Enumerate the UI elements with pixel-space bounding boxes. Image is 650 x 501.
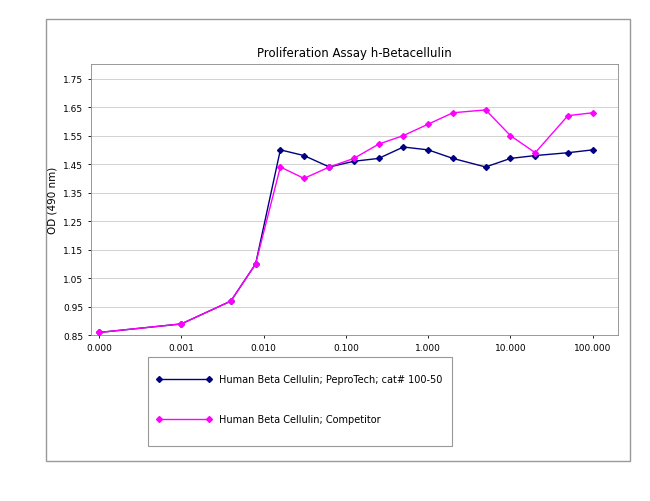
Text: Human Beta Cellulin; PeproTech; cat# 100-50: Human Beta Cellulin; PeproTech; cat# 100… (220, 374, 443, 384)
Human Beta Cellulin; Competitor (350, 156, 358, 162)
Human Beta Cellulin; PeproTech; cat# 100-50 (564, 150, 572, 156)
Human Beta Cellulin; Competitor (227, 299, 235, 305)
Human Beta Cellulin; PeproTech; cat# 100-50 (177, 321, 185, 327)
Human Beta Cellulin; Competitor (400, 133, 408, 139)
X-axis label: h-Betacellulin (ng/ml) [log scale]: h-Betacellulin (ng/ml) [log scale] (269, 358, 439, 368)
Human Beta Cellulin; Competitor (300, 176, 308, 182)
Human Beta Cellulin; PeproTech; cat# 100-50 (276, 148, 284, 154)
Y-axis label: OD (490 nm): OD (490 nm) (47, 167, 58, 234)
Human Beta Cellulin; Competitor (276, 165, 284, 171)
Line: Human Beta Cellulin; PeproTech; cat# 100-50: Human Beta Cellulin; PeproTech; cat# 100… (97, 146, 595, 335)
Human Beta Cellulin; PeproTech; cat# 100-50 (350, 159, 358, 165)
Bar (46, 20, 630, 461)
Human Beta Cellulin; Competitor (424, 122, 432, 128)
Human Beta Cellulin; Competitor (326, 165, 333, 171)
Human Beta Cellulin; PeproTech; cat# 100-50 (531, 153, 539, 159)
Human Beta Cellulin; PeproTech; cat# 100-50 (227, 299, 235, 305)
Human Beta Cellulin; Competitor (95, 330, 103, 336)
Human Beta Cellulin; PeproTech; cat# 100-50 (506, 156, 514, 162)
Human Beta Cellulin; Competitor (531, 150, 539, 156)
Human Beta Cellulin; PeproTech; cat# 100-50 (400, 145, 408, 151)
Human Beta Cellulin; Competitor (449, 111, 457, 117)
Human Beta Cellulin; Competitor (374, 142, 382, 148)
Human Beta Cellulin; PeproTech; cat# 100-50 (374, 156, 382, 162)
Human Beta Cellulin; Competitor (252, 262, 259, 268)
Human Beta Cellulin; Competitor (564, 113, 572, 119)
Human Beta Cellulin; PeproTech; cat# 100-50 (300, 153, 308, 159)
Human Beta Cellulin; PeproTech; cat# 100-50 (449, 156, 457, 162)
Human Beta Cellulin; Competitor (177, 321, 185, 327)
Text: Human Beta Cellulin; Competitor: Human Beta Cellulin; Competitor (220, 414, 381, 424)
Human Beta Cellulin; Competitor (482, 108, 489, 114)
Human Beta Cellulin; Competitor (589, 111, 597, 117)
Human Beta Cellulin; PeproTech; cat# 100-50 (589, 148, 597, 154)
Human Beta Cellulin; PeproTech; cat# 100-50 (326, 165, 333, 171)
Human Beta Cellulin; PeproTech; cat# 100-50 (482, 165, 489, 171)
Human Beta Cellulin; PeproTech; cat# 100-50 (252, 262, 259, 268)
Title: Proliferation Assay h-Betacellulin: Proliferation Assay h-Betacellulin (257, 47, 452, 60)
Line: Human Beta Cellulin; Competitor: Human Beta Cellulin; Competitor (97, 109, 595, 335)
Human Beta Cellulin; Competitor (506, 133, 514, 139)
Human Beta Cellulin; PeproTech; cat# 100-50 (424, 148, 432, 154)
Human Beta Cellulin; PeproTech; cat# 100-50 (95, 330, 103, 336)
